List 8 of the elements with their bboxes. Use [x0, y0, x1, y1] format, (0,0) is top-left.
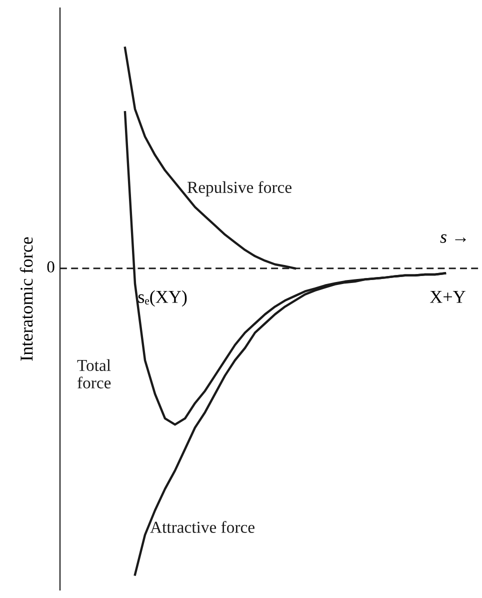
annotation: sₑ(XY) — [138, 290, 187, 307]
y-axis-title: Interatomic force — [20, 237, 33, 361]
series-label: Repulsive force — [187, 181, 292, 196]
ref-line-label: 0 — [47, 261, 54, 273]
annotation: X+Y — [430, 290, 466, 303]
series-label: Attractive force — [150, 521, 254, 533]
x-axis-title: s → — [440, 234, 466, 243]
text: Total force — [77, 359, 111, 388]
